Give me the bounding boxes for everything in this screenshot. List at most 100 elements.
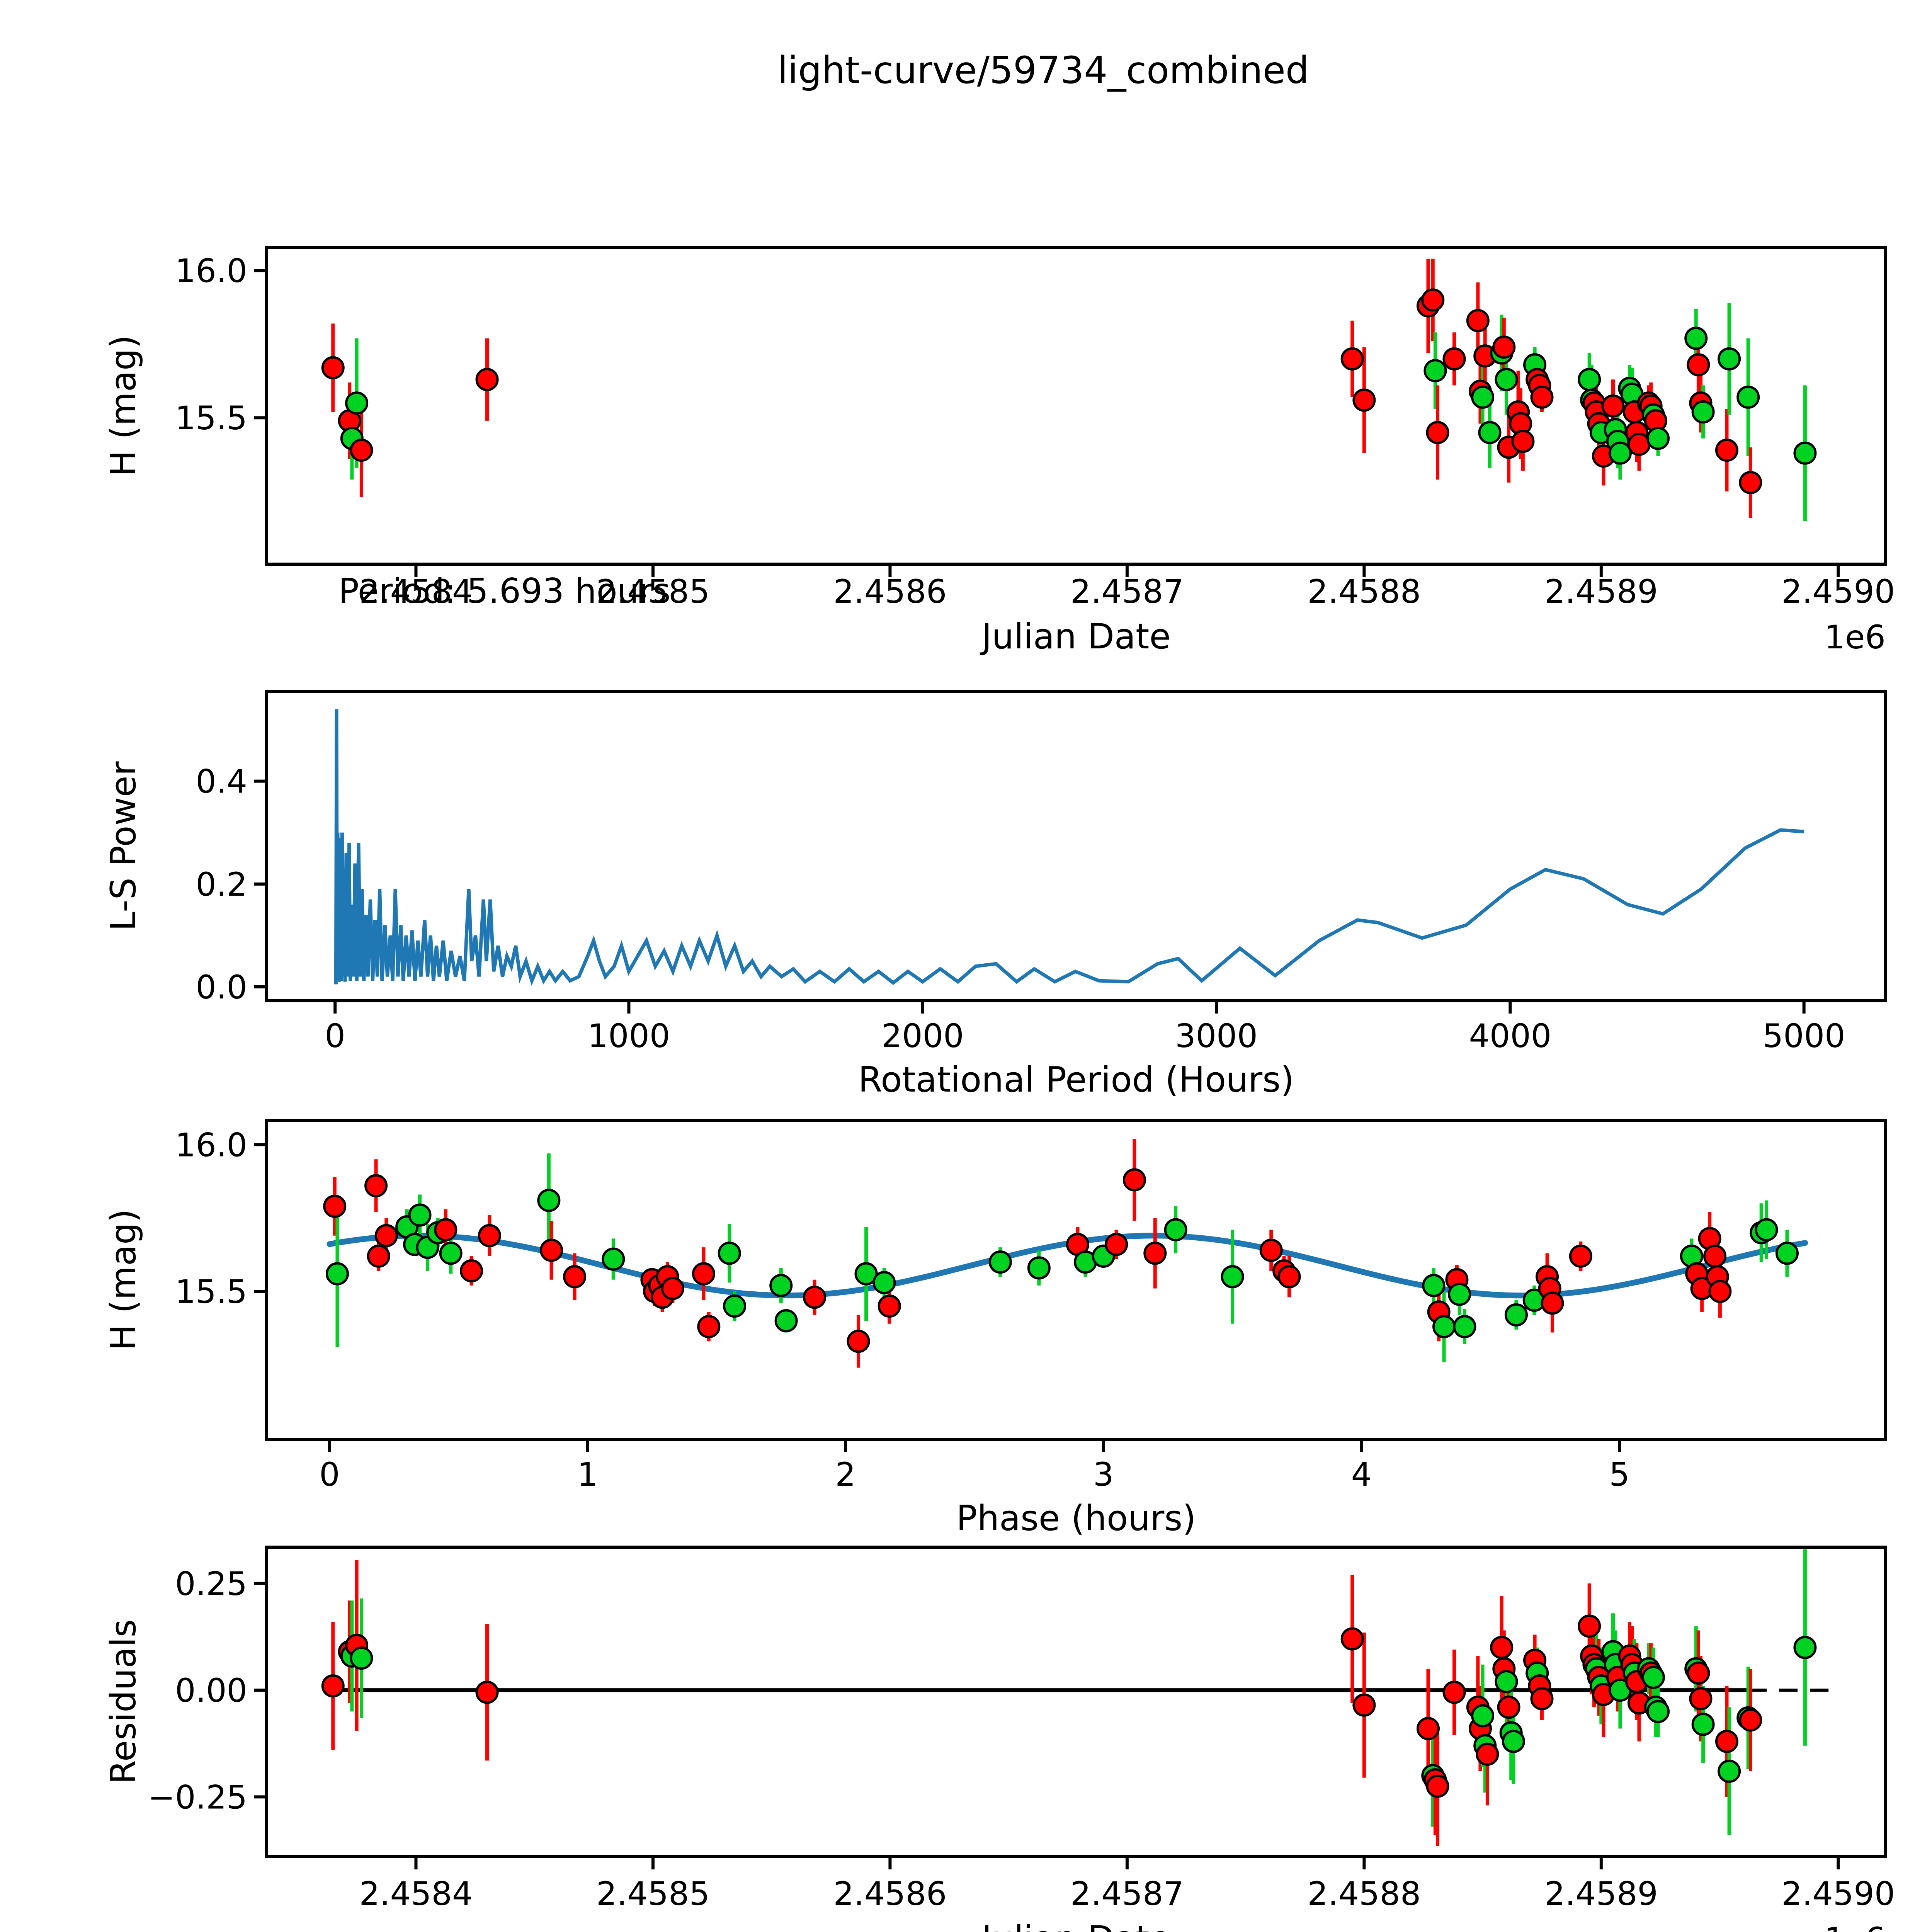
data-point xyxy=(1739,471,1762,494)
x-tick-label: 2 xyxy=(835,1456,855,1493)
data-point xyxy=(1421,288,1445,312)
panel3-ylabel: H (mag) xyxy=(103,1209,144,1350)
data-point xyxy=(1793,1636,1817,1659)
panel4-xlabel: Julian Date xyxy=(980,1918,1171,1932)
data-point xyxy=(1492,335,1516,359)
data-point xyxy=(1417,1717,1440,1740)
data-point xyxy=(1691,400,1715,424)
panel1-ylabel: H (mag) xyxy=(103,335,144,476)
x-tick-label: 2.4584 xyxy=(359,1875,473,1913)
data-point xyxy=(661,1277,684,1300)
data-point xyxy=(1703,1244,1727,1268)
data-point xyxy=(1718,347,1741,371)
data-point xyxy=(1352,1693,1376,1717)
y-tick-label: 16.0 xyxy=(175,1126,247,1164)
data-point xyxy=(1541,1291,1564,1315)
data-point xyxy=(537,1189,561,1212)
data-point xyxy=(1530,385,1554,409)
data-point xyxy=(1478,421,1502,444)
x-tick-label: 2.4588 xyxy=(1307,1875,1421,1913)
panel4-ylabel: Residuals xyxy=(103,1619,144,1784)
data-point xyxy=(1426,1774,1449,1798)
data-point xyxy=(1448,1282,1471,1306)
data-point xyxy=(1641,1665,1665,1689)
data-point xyxy=(563,1265,587,1289)
data-point xyxy=(1221,1265,1244,1289)
x-tick-label: 2000 xyxy=(881,1017,964,1055)
y-tick-label: 0.00 xyxy=(175,1672,247,1709)
data-point xyxy=(1502,1730,1525,1753)
data-point xyxy=(1689,1687,1713,1711)
data-point xyxy=(475,368,499,391)
periodogram-line xyxy=(334,709,1804,986)
data-point xyxy=(1578,1614,1601,1638)
period-annotation: Period: 5.693 hours xyxy=(338,571,670,611)
y-tick-label: 16.0 xyxy=(175,252,247,290)
data-point xyxy=(872,1271,896,1294)
data-point xyxy=(345,391,369,415)
data-point xyxy=(1736,385,1760,409)
data-point xyxy=(1627,432,1651,456)
x-tick-label: 2.4585 xyxy=(596,573,710,611)
data-point xyxy=(1259,1238,1283,1262)
data-point xyxy=(1715,439,1738,462)
x-tick-label: 2.4590 xyxy=(1781,1875,1895,1913)
data-point xyxy=(1027,1256,1051,1280)
x-tick-label: 3000 xyxy=(1175,1017,1258,1055)
data-point xyxy=(1608,441,1632,465)
data-point xyxy=(1739,1708,1762,1732)
axes-frame xyxy=(265,690,1887,1002)
data-point xyxy=(803,1286,827,1309)
data-point xyxy=(1277,1265,1301,1289)
data-point xyxy=(718,1242,741,1265)
data-point xyxy=(1453,1315,1476,1338)
x-tick-label: 1 xyxy=(577,1456,598,1493)
x-tick-label: 2.4589 xyxy=(1544,573,1658,611)
x-tick-label: 2.4586 xyxy=(833,1875,947,1913)
data-point xyxy=(325,1262,349,1286)
panel2-ylabel: L-S Power xyxy=(103,762,144,931)
panel1-offset-text: 1e6 xyxy=(1824,618,1886,656)
data-point xyxy=(1691,1713,1715,1736)
data-point xyxy=(1755,1218,1778,1242)
data-point xyxy=(350,439,373,462)
data-point xyxy=(847,1330,870,1353)
data-point xyxy=(1684,327,1708,350)
data-point xyxy=(1646,1700,1670,1723)
data-point xyxy=(1442,1680,1466,1704)
data-point xyxy=(1423,359,1447,383)
x-tick-label: 2.4588 xyxy=(1307,573,1421,611)
data-point xyxy=(1340,1627,1364,1651)
data-point xyxy=(692,1262,715,1286)
data-point xyxy=(475,1680,499,1704)
panel1-xlabel: Julian Date xyxy=(980,616,1171,657)
axes-frame xyxy=(265,246,1887,566)
x-tick-label: 0 xyxy=(319,1456,340,1493)
x-tick-label: 2.4585 xyxy=(596,1875,710,1913)
x-tick-label: 0 xyxy=(325,1017,345,1055)
data-point xyxy=(1687,353,1710,377)
data-point xyxy=(364,1174,388,1197)
data-point xyxy=(1578,368,1601,391)
data-point xyxy=(1432,1315,1456,1338)
data-point xyxy=(769,1274,793,1297)
x-tick-label: 2.4587 xyxy=(1070,1875,1184,1913)
y-tick-label: 0.0 xyxy=(196,968,247,1006)
x-tick-label: 4 xyxy=(1351,1456,1372,1493)
data-point xyxy=(1601,394,1625,418)
data-point xyxy=(1687,1661,1710,1685)
data-point xyxy=(367,1244,390,1268)
x-tick-label: 2.4586 xyxy=(833,573,947,611)
y-tick-label: 0.2 xyxy=(196,866,247,903)
y-tick-label: 15.5 xyxy=(175,1273,247,1311)
data-point xyxy=(321,356,345,379)
data-point xyxy=(1143,1242,1167,1265)
data-point xyxy=(323,1194,347,1218)
data-point xyxy=(697,1315,721,1338)
data-point xyxy=(774,1309,798,1333)
y-tick-label: 0.25 xyxy=(175,1565,247,1603)
data-point xyxy=(1504,1303,1528,1327)
data-point xyxy=(540,1238,563,1262)
data-point xyxy=(1646,427,1670,450)
